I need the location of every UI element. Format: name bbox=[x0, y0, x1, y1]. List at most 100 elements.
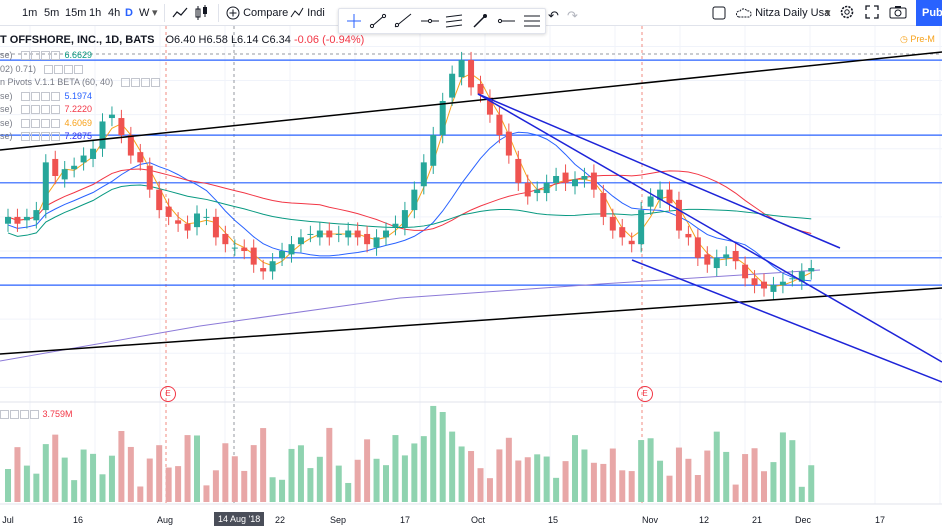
indicator-legend-row[interactable]: se) 4.6069 bbox=[0, 117, 92, 130]
layout-name-button[interactable]: Nitza Daily Usa bbox=[735, 4, 830, 22]
indicators-button[interactable]: Indi bbox=[290, 4, 325, 22]
indicator-control-box[interactable] bbox=[121, 78, 131, 88]
top-toolbar: 1m 5m 15m 1h 4h D W ▾ Compare Indi Nitza… bbox=[0, 0, 942, 26]
publish-button[interactable]: Publish bbox=[916, 0, 942, 26]
indicator-control-box[interactable] bbox=[30, 105, 40, 115]
interval-5m[interactable]: 5m bbox=[44, 7, 60, 19]
indicator-control-box[interactable] bbox=[151, 78, 161, 88]
volume-bar bbox=[80, 449, 87, 502]
ray-icon[interactable] bbox=[391, 11, 413, 31]
layout-chevron-icon[interactable]: ▾ bbox=[825, 7, 831, 19]
indicator-value: 7.2220 bbox=[64, 104, 93, 114]
indicator-legend-row[interactable]: se) 7.2220 bbox=[0, 103, 92, 116]
indicator-control-box[interactable] bbox=[44, 64, 54, 74]
indicator-control-box[interactable] bbox=[40, 51, 50, 61]
volume-box-2[interactable] bbox=[10, 410, 19, 420]
interval-15m[interactable]: 15m bbox=[65, 7, 87, 19]
camera-icon[interactable] bbox=[889, 4, 907, 22]
indicator-control-box[interactable] bbox=[50, 118, 60, 128]
indicator-control-box[interactable] bbox=[20, 51, 30, 61]
indicator-control-box[interactable] bbox=[20, 91, 30, 101]
indicator-legend-row[interactable]: se) 7.2875 bbox=[0, 130, 92, 143]
fullscreen-icon[interactable] bbox=[864, 4, 880, 22]
candle-body bbox=[553, 176, 560, 183]
indicator-control-box[interactable] bbox=[30, 51, 40, 61]
indicator-control-box[interactable] bbox=[64, 64, 74, 74]
indicator-control-box[interactable] bbox=[40, 91, 50, 101]
candle-body bbox=[477, 83, 484, 95]
candles-icon[interactable] bbox=[193, 4, 211, 22]
indicator-control-box[interactable] bbox=[20, 132, 30, 142]
candle-body bbox=[638, 210, 645, 245]
horizontal-line-icon[interactable] bbox=[419, 11, 441, 31]
volume-bar bbox=[345, 482, 352, 502]
indicator-control-box[interactable] bbox=[30, 91, 40, 101]
candle-body bbox=[90, 148, 97, 159]
indicator-control-box[interactable] bbox=[30, 132, 40, 142]
volume-box-3[interactable] bbox=[20, 410, 29, 420]
parallel-channel-icon[interactable] bbox=[443, 11, 465, 31]
volume-bar bbox=[392, 435, 399, 502]
undo-icon[interactable]: ↶ bbox=[548, 8, 559, 23]
indicator-control-box[interactable] bbox=[131, 78, 141, 88]
volume-bar bbox=[250, 445, 257, 502]
volume-box-4[interactable] bbox=[30, 410, 39, 420]
earnings-marker[interactable]: E bbox=[637, 386, 653, 402]
indicator-control-box[interactable] bbox=[40, 105, 50, 115]
candle-body bbox=[99, 121, 106, 149]
interval-1d[interactable]: D bbox=[125, 7, 133, 19]
indicator-control-box[interactable] bbox=[20, 105, 30, 115]
indicator-control-box[interactable] bbox=[50, 105, 60, 115]
indicator-control-box[interactable] bbox=[50, 132, 60, 142]
candle-body bbox=[600, 193, 607, 217]
volume-bar bbox=[742, 454, 749, 502]
bar-style-icon[interactable] bbox=[171, 4, 189, 22]
indicator-control-box[interactable] bbox=[40, 132, 50, 142]
settings-lines-icon[interactable] bbox=[521, 11, 543, 31]
candle-body bbox=[354, 230, 361, 238]
price-chart[interactable]: Jul 16 Aug 22 Sep 17 Oct 15 Nov 12 21 Dec 17 bbox=[0, 26, 942, 530]
indicator-control-box[interactable] bbox=[50, 51, 60, 61]
volume-bar bbox=[770, 462, 777, 502]
clock-icon: ◷ bbox=[900, 34, 908, 44]
horizontal-ray-icon[interactable] bbox=[495, 11, 517, 31]
indicator-control-box[interactable] bbox=[30, 118, 40, 128]
earnings-marker[interactable]: E bbox=[160, 386, 176, 402]
crosshair-icon[interactable] bbox=[343, 11, 365, 31]
candle-body bbox=[524, 182, 531, 197]
trendline-icon[interactable] bbox=[367, 11, 389, 31]
candle-body bbox=[449, 73, 456, 98]
indicator-control-box[interactable] bbox=[20, 118, 30, 128]
volume-bar bbox=[779, 432, 786, 502]
volume-bar bbox=[260, 428, 267, 502]
layout-checkbox[interactable] bbox=[712, 4, 726, 22]
interval-4h[interactable]: 4h bbox=[108, 7, 121, 19]
redo-icon[interactable]: ↷ bbox=[567, 8, 578, 23]
compare-button[interactable]: Compare bbox=[226, 4, 288, 22]
interval-1w[interactable]: W bbox=[139, 7, 150, 19]
chevron-down-icon[interactable]: ▾ bbox=[152, 7, 158, 19]
gear-icon[interactable] bbox=[839, 4, 855, 22]
indicator-legend-row[interactable]: se) 6.6629 bbox=[0, 49, 92, 62]
interval-1m[interactable]: 1m bbox=[22, 7, 38, 19]
volume-box-1[interactable] bbox=[0, 410, 9, 420]
indicator-legend-row[interactable]: se) 5.1974 bbox=[0, 90, 92, 103]
volume-bar bbox=[704, 450, 711, 502]
volume-bar bbox=[751, 448, 758, 502]
brush-icon[interactable] bbox=[469, 11, 491, 31]
indicator-control-box[interactable] bbox=[40, 118, 50, 128]
indicator-legend-row[interactable]: 02) 0.71) bbox=[0, 63, 84, 76]
indicator-legend-row[interactable]: n Pivots V.1.1 BETA (60, 40) bbox=[0, 76, 161, 89]
indicator-control-box[interactable] bbox=[54, 64, 64, 74]
volume-bar bbox=[619, 470, 626, 502]
symbol-header[interactable]: T OFFSHORE, INC., 1D, BATS O6.40 H6.58 L… bbox=[0, 34, 364, 47]
indicator-control-box[interactable] bbox=[141, 78, 151, 88]
indicator-control-box[interactable] bbox=[74, 64, 84, 74]
candle-body bbox=[175, 220, 182, 224]
indicator-control-box[interactable] bbox=[50, 91, 60, 101]
interval-1h[interactable]: 1h bbox=[89, 7, 102, 19]
volume-bar bbox=[307, 468, 314, 502]
premarket-badge[interactable]: ◷ Pre-M bbox=[900, 34, 935, 45]
date-axis-label: Sep bbox=[330, 515, 346, 525]
volume-bar bbox=[326, 427, 333, 502]
